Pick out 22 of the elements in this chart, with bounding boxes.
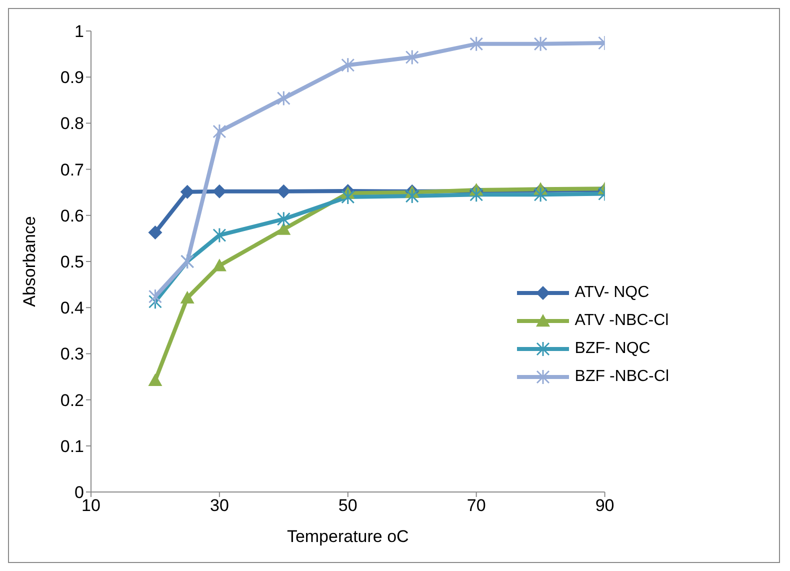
legend-label: ATV -NBC-Cl bbox=[574, 312, 669, 330]
x-axis-title: Temperature oC bbox=[286, 527, 409, 546]
legend-label: BZF -NBC-Cl bbox=[574, 368, 669, 386]
y-tick-label: 0.2 bbox=[60, 390, 84, 410]
y-tick-label: 0.4 bbox=[60, 298, 84, 318]
y-tick-label: 0.6 bbox=[60, 206, 84, 226]
y-tick-label: 1 bbox=[74, 22, 84, 42]
x-tick-label: 70 bbox=[466, 496, 486, 516]
y-tick-label: 0.5 bbox=[60, 252, 84, 272]
x-tick-label: 90 bbox=[595, 496, 614, 516]
y-tick-label: 0.9 bbox=[60, 68, 84, 88]
legend-label: BZF- NQC bbox=[574, 340, 650, 358]
x-tick-label: 50 bbox=[338, 496, 358, 516]
y-tick-label: 0.1 bbox=[60, 436, 84, 456]
x-tick-label: 10 bbox=[82, 496, 100, 516]
y-tick-label: 0.3 bbox=[60, 344, 84, 364]
x-tick-label: 30 bbox=[210, 496, 229, 516]
y-tick-label: 0.8 bbox=[60, 114, 84, 134]
y-axis-title: Absorbance bbox=[20, 216, 40, 307]
y-tick-label: 0.7 bbox=[60, 160, 84, 180]
legend-label: ATV- NQC bbox=[574, 284, 650, 302]
y-tick-label: 0 bbox=[74, 483, 84, 502]
